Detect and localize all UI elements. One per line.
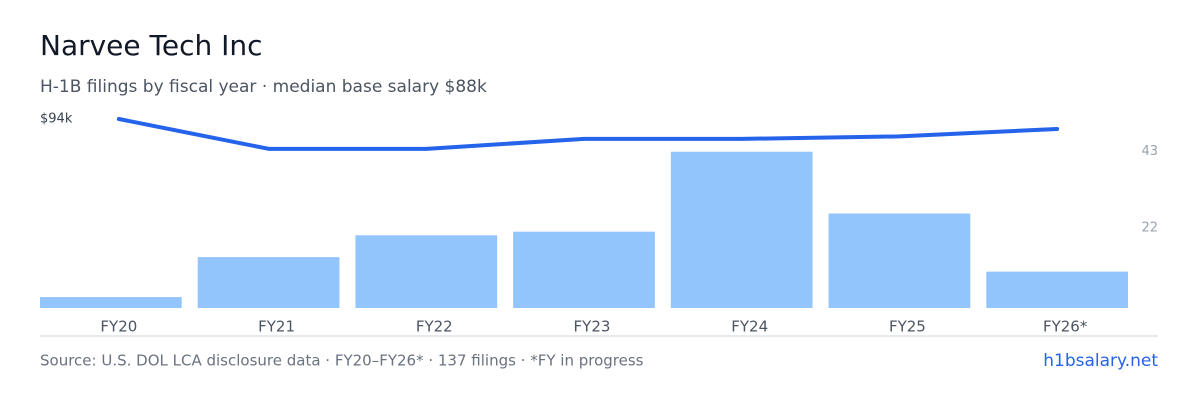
- bar: [828, 213, 971, 308]
- bar: [986, 271, 1128, 308]
- bar: [197, 257, 340, 308]
- x-tick-label: FY24: [731, 318, 768, 336]
- bar: [670, 151, 813, 308]
- brand-link[interactable]: h1bsalary.net: [1043, 351, 1158, 371]
- x-tick-label: FY23: [574, 318, 611, 336]
- x-tick-label: FY25: [889, 318, 926, 336]
- y2-tick-label: 22: [1141, 221, 1158, 236]
- y-tick-label: $94k: [40, 112, 73, 127]
- chart-title: Narvee Tech Inc: [40, 29, 263, 62]
- y2-tick-label: 43: [1141, 144, 1158, 159]
- bar: [513, 231, 655, 308]
- x-tick-label: FY21: [258, 318, 295, 336]
- x-tick-label: FY22: [416, 318, 453, 336]
- bar: [355, 235, 498, 308]
- bar: [40, 297, 182, 308]
- chart-subtitle: H-1B filings by fiscal year · median bas…: [40, 77, 487, 97]
- x-tick-label: FY26*: [1043, 318, 1088, 336]
- source-note: Source: U.S. DOL LCA disclosure data · F…: [40, 352, 644, 370]
- x-tick-label: FY20: [100, 318, 137, 336]
- line: [116, 117, 1060, 151]
